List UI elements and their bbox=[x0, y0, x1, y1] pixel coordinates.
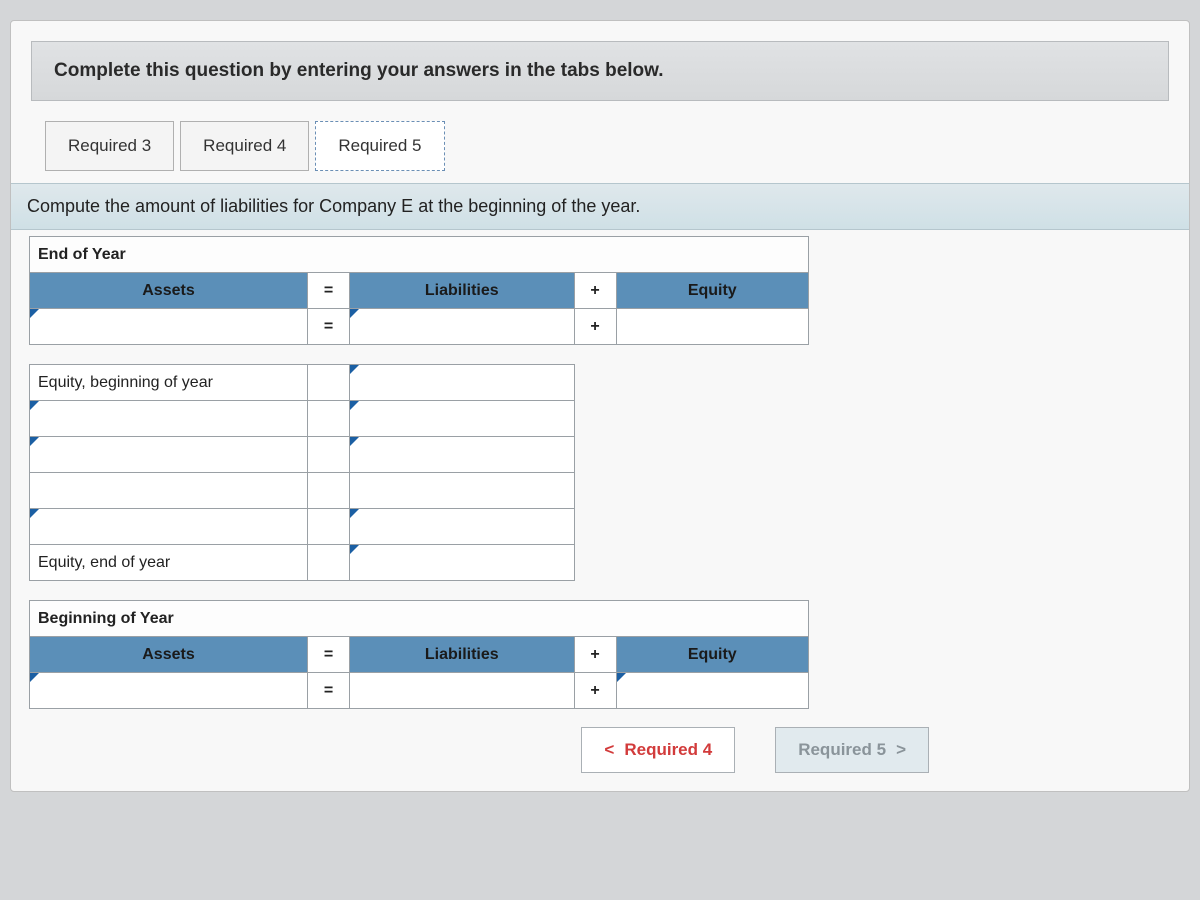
input-equity-begin[interactable] bbox=[616, 673, 808, 709]
op-plus: + bbox=[574, 273, 616, 309]
table-row: = + bbox=[30, 309, 809, 345]
table-row bbox=[30, 437, 809, 473]
col-header-assets: Assets bbox=[30, 273, 308, 309]
cell-blank bbox=[308, 401, 350, 437]
input-equity-end-value[interactable] bbox=[350, 545, 575, 581]
next-step-label: Required 5 bbox=[798, 740, 886, 760]
tabs-row: Required 3 Required 4 Required 5 bbox=[11, 121, 1189, 171]
cell-blank bbox=[308, 365, 350, 401]
prev-step-button[interactable]: < Required 4 bbox=[581, 727, 735, 773]
table-row bbox=[30, 509, 809, 545]
op-plus: + bbox=[574, 309, 616, 345]
col-header-liabilities-begin: Liabilities bbox=[350, 637, 575, 673]
section-title-beginning-of-year: Beginning of Year bbox=[30, 601, 809, 637]
cell-blank bbox=[308, 545, 350, 581]
instruction-bar: Complete this question by entering your … bbox=[31, 41, 1169, 101]
table-row: Assets = Liabilities + Equity bbox=[30, 637, 809, 673]
col-header-equity-begin: Equity bbox=[616, 637, 808, 673]
input-equity-begin-value[interactable] bbox=[350, 365, 575, 401]
cell-blank bbox=[30, 473, 308, 509]
op-equals: = bbox=[308, 637, 350, 673]
cell-blank bbox=[308, 437, 350, 473]
table-row: Beginning of Year bbox=[30, 601, 809, 637]
col-header-equity: Equity bbox=[616, 273, 808, 309]
input-assets-end[interactable] bbox=[30, 309, 308, 345]
input-assets-begin[interactable] bbox=[30, 673, 308, 709]
tab-required-4[interactable]: Required 4 bbox=[180, 121, 309, 171]
section-title-end-of-year: End of Year bbox=[30, 237, 809, 273]
label-equity-end: Equity, end of year bbox=[30, 545, 308, 581]
cell-liabilities-begin-calc bbox=[350, 673, 575, 709]
table-row bbox=[30, 401, 809, 437]
cell-blank bbox=[308, 509, 350, 545]
chevron-left-icon: < bbox=[604, 740, 614, 760]
nav-row: < Required 4 Required 5 > bbox=[29, 709, 989, 773]
tab-required-3[interactable]: Required 3 bbox=[45, 121, 174, 171]
table-row: = + bbox=[30, 673, 809, 709]
table-row: Equity, beginning of year bbox=[30, 365, 809, 401]
next-step-button[interactable]: Required 5 > bbox=[775, 727, 929, 773]
worksheet: End of Year Assets = Liabilities + Equit… bbox=[11, 230, 1189, 791]
cell-equity-end-calc bbox=[616, 309, 808, 345]
chevron-right-icon: > bbox=[896, 740, 906, 760]
table-row: Assets = Liabilities + Equity bbox=[30, 273, 809, 309]
input-change-row-1-label[interactable] bbox=[30, 401, 308, 437]
table-row: End of Year bbox=[30, 237, 809, 273]
accounting-table: End of Year Assets = Liabilities + Equit… bbox=[29, 236, 809, 709]
input-change-row-2-value[interactable] bbox=[350, 437, 575, 473]
input-change-row-3-value[interactable] bbox=[350, 509, 575, 545]
op-plus: + bbox=[574, 637, 616, 673]
question-prompt: Compute the amount of liabilities for Co… bbox=[11, 183, 1189, 230]
col-header-assets-begin: Assets bbox=[30, 637, 308, 673]
input-change-row-2-label[interactable] bbox=[30, 437, 308, 473]
tab-required-5[interactable]: Required 5 bbox=[315, 121, 444, 171]
question-card: Complete this question by entering your … bbox=[10, 20, 1190, 792]
prev-step-label: Required 4 bbox=[624, 740, 712, 760]
op-equals: = bbox=[308, 273, 350, 309]
col-header-liabilities: Liabilities bbox=[350, 273, 575, 309]
input-liabilities-end[interactable] bbox=[350, 309, 575, 345]
input-change-row-1-value[interactable] bbox=[350, 401, 575, 437]
cell-blank bbox=[308, 473, 350, 509]
op-equals: = bbox=[308, 673, 350, 709]
label-equity-beginning: Equity, beginning of year bbox=[30, 365, 308, 401]
table-row: Equity, end of year bbox=[30, 545, 809, 581]
op-equals: = bbox=[308, 309, 350, 345]
table-row bbox=[30, 581, 809, 601]
input-change-row-3-label[interactable] bbox=[30, 509, 308, 545]
table-row bbox=[30, 345, 809, 365]
op-plus: + bbox=[574, 673, 616, 709]
table-row bbox=[30, 473, 809, 509]
cell-blank bbox=[350, 473, 575, 509]
